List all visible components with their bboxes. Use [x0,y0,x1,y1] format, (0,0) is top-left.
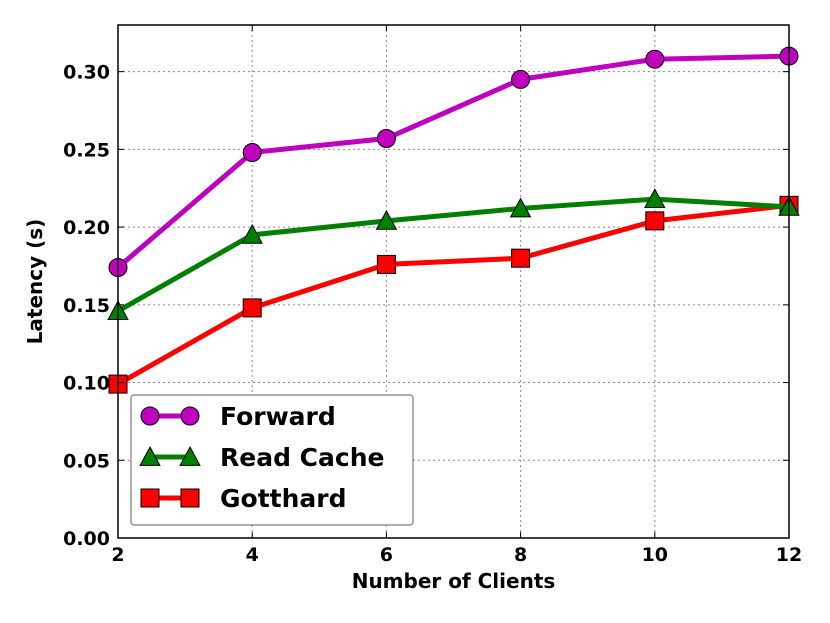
data-point-read-cache [375,209,398,230]
legend-marker-forward [180,406,200,426]
legend-item-forward: Forward [140,402,336,431]
y-tick-label: 0.00 [63,528,110,550]
series-line-forward [116,53,790,270]
data-point-forward [511,69,531,89]
legend-marker-read-cache [179,446,201,466]
y-axis-label: Latency (s) [23,219,47,345]
data-point-gotthard [511,248,531,268]
series-read-cache [107,188,800,320]
x-tick-label: 10 [642,544,668,566]
data-point-gotthard [242,298,262,318]
legend-label-gotthard: Gotthard [220,484,347,513]
x-tick-label: 2 [111,544,124,566]
data-point-gotthard [645,211,665,231]
y-tick-label: 0.25 [63,139,110,161]
axis-ticks: 2 4 6 8 10 12 0.00 0.05 0.10 0.15 0.20 0.25 0.30 [63,25,802,566]
y-tick-label: 0.05 [63,450,110,472]
legend-label-forward: Forward [220,402,336,431]
series-forward [108,46,799,278]
series-gotthard [108,195,799,394]
legend-marker-gotthard [180,488,200,508]
legend: Forward Read Cache Gotthard [130,394,414,526]
legend-marker-gotthard [140,488,160,508]
x-tick-label: 6 [380,544,393,566]
x-tick-label: 8 [514,544,527,566]
y-tick-label: 0.10 [63,373,110,395]
series-line-gotthard [116,202,790,387]
data-point-read-cache [644,188,666,209]
y-tick-label: 0.30 [63,62,110,84]
legend-marker-read-cache [139,446,161,466]
series-group [107,46,800,394]
x-tick-label: 12 [776,544,802,566]
plot-frame [117,24,790,539]
x-tick-label: 4 [246,544,259,566]
data-point-read-cache [509,197,532,218]
series-line-read-cache [116,196,790,314]
data-point-read-cache [241,223,263,244]
legend-box [130,394,414,526]
data-point-gotthard [376,254,396,274]
legend-marker-forward [140,406,160,426]
data-point-forward [242,142,262,162]
data-point-forward [645,49,665,69]
legend-item-gotthard: Gotthard [140,484,347,513]
y-tick-label: 0.15 [63,295,110,317]
y-tick-label: 0.20 [63,217,110,239]
x-axis-label: Number of Clients [352,569,556,593]
legend-item-read-cache: Read Cache [139,443,384,472]
data-point-forward [376,128,396,148]
legend-label-read-cache: Read Cache [220,443,384,472]
